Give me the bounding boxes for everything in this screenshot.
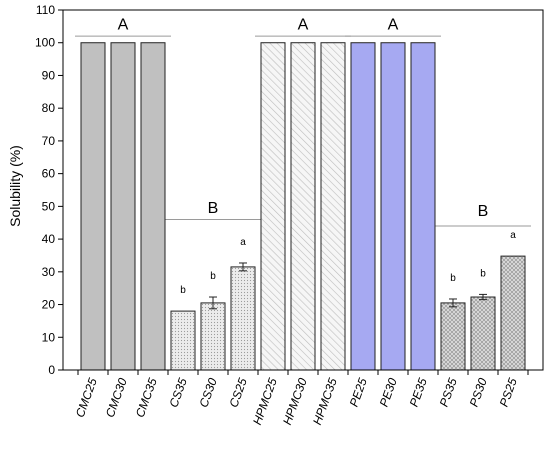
y-tick-label: 50 bbox=[42, 199, 56, 213]
group-letter: A bbox=[298, 17, 309, 34]
y-tick-label: 20 bbox=[42, 298, 56, 312]
x-tick-label-hpmc25: HPMC25 bbox=[250, 376, 280, 427]
significance-letter-cs30: b bbox=[210, 271, 216, 282]
error-bars bbox=[209, 262, 487, 310]
bar-ps25 bbox=[500, 255, 526, 371]
axes bbox=[62, 9, 544, 371]
significance-letter-ps30: b bbox=[480, 268, 486, 279]
significance-letter-ps35: b bbox=[450, 273, 456, 284]
significance-letter-cs25: a bbox=[240, 237, 246, 248]
x-tick-label-cs25: CS25 bbox=[226, 376, 250, 409]
group-letter: B bbox=[208, 200, 219, 217]
bar-hpmc35 bbox=[320, 42, 346, 371]
x-tick-label-cs30: CS30 bbox=[196, 376, 220, 409]
x-tick-labels: CMC25 CMC30 CMC35 CS35 CS30 CS25 HPMC25 HPMC30 H… bbox=[73, 370, 529, 427]
y-tick-label: 90 bbox=[42, 68, 56, 82]
x-tick-label-cmc30: CMC30 bbox=[103, 376, 130, 419]
y-tick-label: 110 bbox=[36, 3, 55, 17]
group-letter: A bbox=[118, 17, 129, 34]
y-tick-label: 60 bbox=[42, 167, 56, 181]
y-tick-label: 0 bbox=[48, 363, 55, 377]
error-bar-ps30 bbox=[479, 293, 487, 301]
x-tick-label-cmc35: CMC35 bbox=[133, 376, 160, 419]
bar-ps30 bbox=[470, 296, 496, 371]
y-ticks: 0 10 20 30 40 50 60 70 80 90 100 110 bbox=[35, 3, 63, 377]
y-tick-label: 30 bbox=[42, 265, 56, 279]
significance-letters: b b a b b a bbox=[180, 230, 516, 296]
x-tick-label-cs35: CS35 bbox=[166, 376, 190, 409]
x-tick-label-pe25: PE25 bbox=[347, 376, 370, 409]
group-annotations: A B A A B bbox=[75, 17, 531, 227]
bar-hpmc30 bbox=[290, 42, 316, 371]
bar-pe35 bbox=[410, 42, 436, 371]
plot-frame bbox=[62, 9, 544, 371]
bar-cs25 bbox=[230, 266, 256, 371]
y-tick-label: 100 bbox=[35, 36, 55, 50]
group-letter: A bbox=[388, 17, 399, 34]
bar-hpmc25 bbox=[260, 42, 286, 371]
bar-cmc35 bbox=[140, 42, 166, 371]
y-tick-label: 40 bbox=[42, 232, 56, 246]
bars bbox=[80, 42, 526, 371]
y-axis-title: Solubility (%) bbox=[7, 145, 23, 227]
x-tick-label-ps35: PS35 bbox=[437, 376, 460, 409]
bar-cs35 bbox=[170, 310, 196, 371]
x-tick-label-ps30: PS30 bbox=[467, 376, 490, 409]
error-bar-cs30 bbox=[209, 296, 217, 310]
x-tick-label-cmc25: CMC25 bbox=[73, 376, 100, 419]
bar-ps35 bbox=[440, 302, 466, 371]
group-a-2: A bbox=[255, 17, 351, 37]
error-bar-cs25 bbox=[239, 262, 247, 272]
bar-cmc25 bbox=[80, 42, 106, 371]
x-tick-label-ps25: PS25 bbox=[497, 376, 520, 409]
group-b-4: B bbox=[435, 203, 531, 227]
significance-letter-ps25: a bbox=[510, 230, 516, 241]
significance-letter-cs35: b bbox=[180, 285, 186, 296]
x-tick-label-pe35: PE35 bbox=[407, 376, 430, 409]
y-tick-label: 10 bbox=[42, 330, 56, 344]
bar-cs30 bbox=[200, 302, 226, 371]
x-tick-label-pe30: PE30 bbox=[377, 376, 400, 409]
group-letter: B bbox=[478, 203, 489, 220]
bar-pe30 bbox=[380, 42, 406, 371]
group-b-1: B bbox=[165, 200, 261, 220]
y-tick-label: 70 bbox=[42, 134, 56, 148]
group-a-0: A bbox=[75, 17, 171, 37]
group-a-3: A bbox=[345, 17, 441, 37]
y-tick-label: 80 bbox=[42, 101, 56, 115]
bar-cmc30 bbox=[110, 42, 136, 371]
bar-pe25 bbox=[350, 42, 376, 371]
x-tick-label-hpmc30: HPMC30 bbox=[280, 376, 310, 427]
x-tick-label-hpmc35: HPMC35 bbox=[310, 376, 340, 427]
error-bar-ps35 bbox=[449, 298, 457, 308]
